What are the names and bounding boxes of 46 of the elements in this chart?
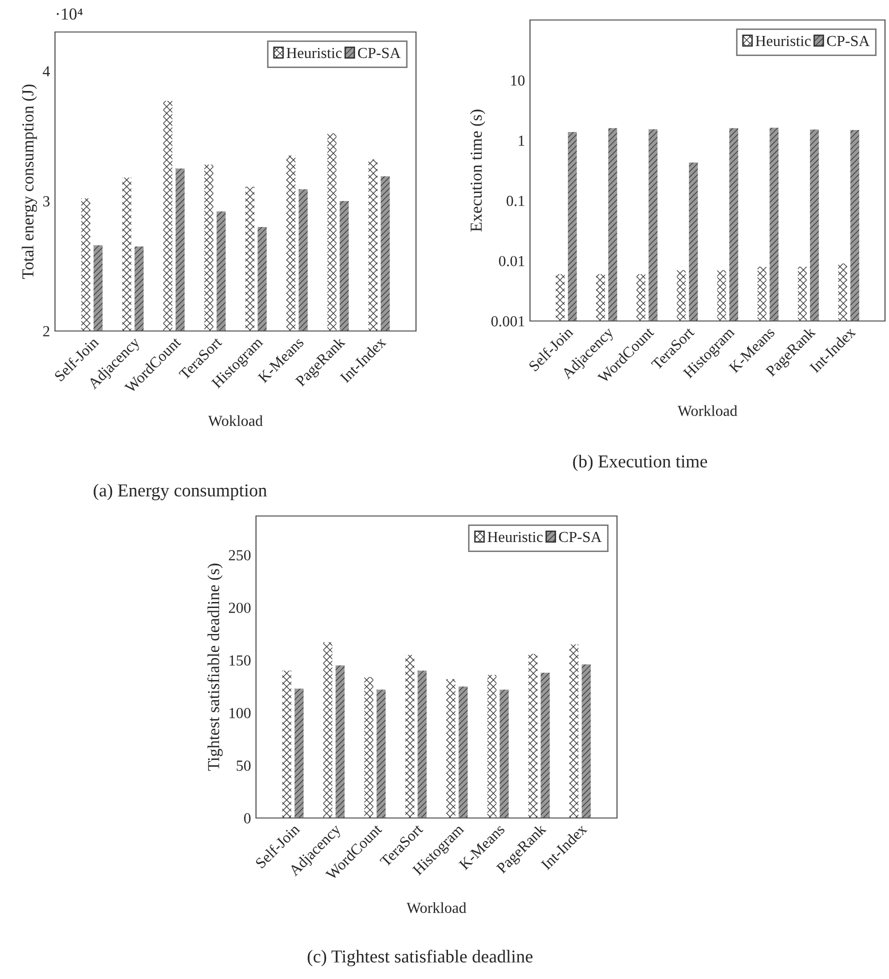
bar xyxy=(364,676,374,818)
bar xyxy=(446,679,456,818)
bar xyxy=(528,654,538,818)
text: (c) Tightest satisfiable deadline xyxy=(308,950,532,966)
bar xyxy=(458,686,468,818)
bar xyxy=(376,690,386,818)
bar xyxy=(418,670,427,818)
legend-label: CP-SA xyxy=(827,36,870,46)
y-tick-label: 3 xyxy=(43,196,50,206)
legend-label: CP-SA xyxy=(559,532,602,542)
text: ·10⁴ xyxy=(56,8,83,20)
y-tick-label: 2 xyxy=(43,326,50,336)
bar xyxy=(582,664,591,818)
y-tick-label: 1 xyxy=(518,136,524,146)
y-axis-title: Total energy consumption (J) xyxy=(22,84,37,279)
y-tick-label: 100 xyxy=(230,708,251,718)
bar xyxy=(282,670,292,818)
y-tick-label: 0 xyxy=(244,813,251,824)
bar xyxy=(323,642,332,818)
bar xyxy=(294,688,304,818)
legend-label: Heuristic xyxy=(756,36,811,46)
bar xyxy=(336,665,345,818)
y-axis-title: Tightest satisfiable deadline (s) xyxy=(207,564,223,771)
text: (b) Execution time xyxy=(573,454,708,472)
y-tick-label: 50 xyxy=(236,760,251,771)
y-tick-label: 0.1 xyxy=(506,196,524,206)
bar xyxy=(487,674,496,818)
legend-label: Heuristic xyxy=(286,48,342,58)
y-tick-label: 250 xyxy=(228,550,251,560)
y-axis-title: Execution time (s) xyxy=(470,110,486,232)
y-tick-label: 10 xyxy=(511,75,525,86)
y-tick-label: 0.001 xyxy=(491,316,524,327)
bar xyxy=(540,672,550,818)
text: (a) Energy consumption xyxy=(94,484,267,500)
x-axis-title: Workload xyxy=(678,405,738,416)
y-tick-label: 150 xyxy=(230,655,251,666)
bar xyxy=(405,654,414,818)
bar xyxy=(569,644,578,818)
x-axis-title: Workload xyxy=(406,902,466,914)
y-tick-label: 200 xyxy=(228,602,251,613)
legend-label: Heuristic xyxy=(488,532,543,542)
y-tick-label: 0.01 xyxy=(498,256,524,266)
y-tick-label: 4 xyxy=(42,66,50,76)
bar xyxy=(500,690,509,818)
legend-label: CP-SA xyxy=(358,48,401,58)
x-axis-title: Wokload xyxy=(208,415,263,426)
